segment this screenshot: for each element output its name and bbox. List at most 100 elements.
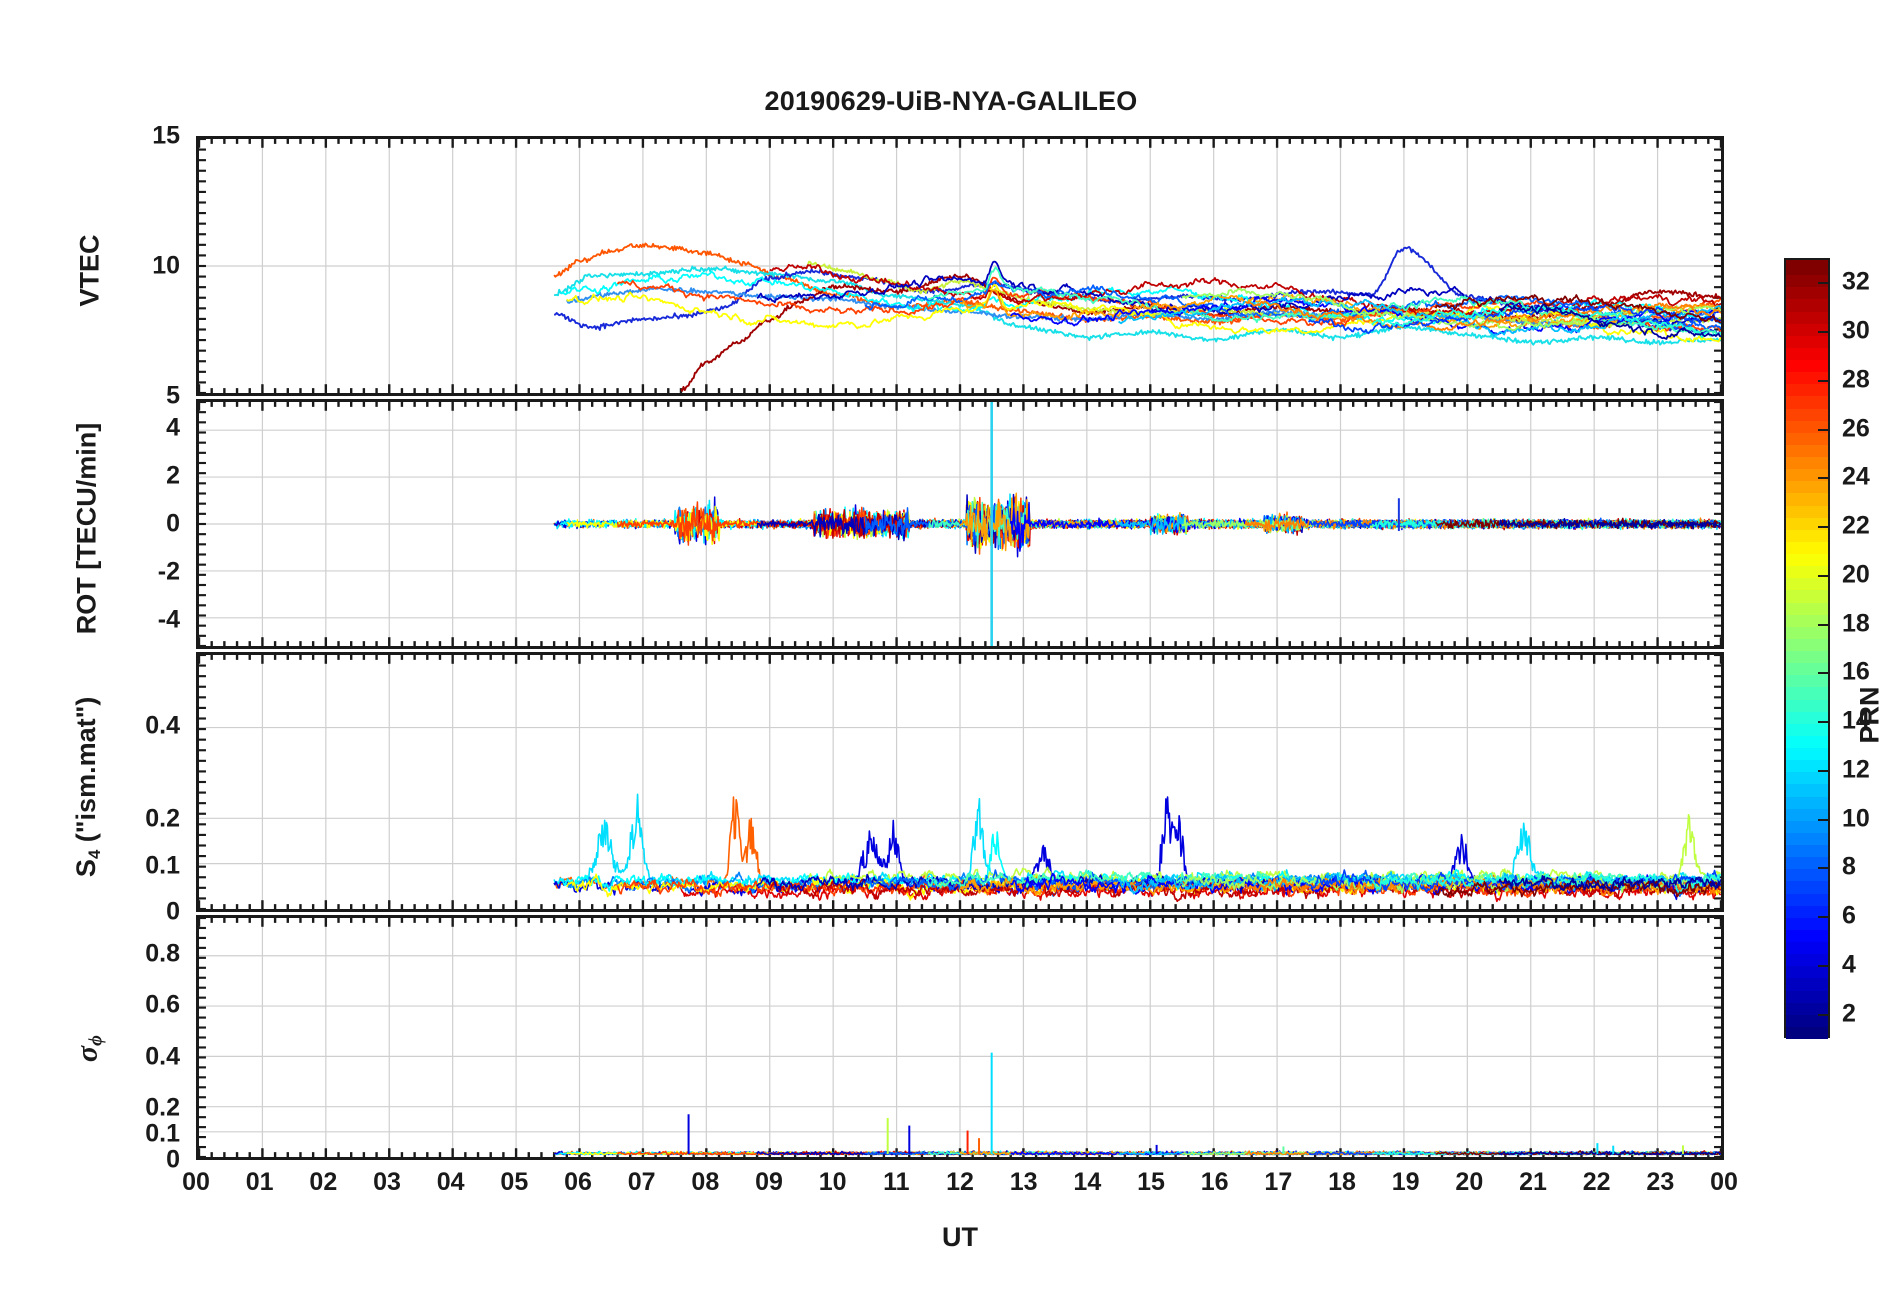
x-tick-label: 05 xyxy=(500,1168,529,1196)
y-tick-label: 0.8 xyxy=(145,939,180,968)
x-tick-label: 07 xyxy=(627,1168,656,1196)
x-tick-label: 15 xyxy=(1137,1168,1165,1196)
prn-colorbar xyxy=(1784,258,1830,1040)
x-tick-label: 04 xyxy=(436,1168,465,1196)
colorbar-tick-mark xyxy=(1818,916,1830,919)
colorbar-segment xyxy=(1786,696,1828,712)
colorbar-segment xyxy=(1786,454,1828,470)
colorbar-tick-mark xyxy=(1818,526,1830,529)
colorbar-segment xyxy=(1786,490,1828,506)
colorbar-segment xyxy=(1786,757,1828,773)
panel-sigma-phi xyxy=(196,915,1724,1160)
panel-vtec xyxy=(196,136,1724,396)
y-tick-label: 15 xyxy=(152,121,180,150)
x-tick-label: 02 xyxy=(309,1168,338,1196)
x-tick-label: 18 xyxy=(1328,1168,1356,1196)
colorbar-segment xyxy=(1786,963,1828,979)
colorbar-tick-label: 22 xyxy=(1842,511,1870,540)
colorbar-segment xyxy=(1786,914,1828,930)
sigma-glyph: σ xyxy=(70,1045,104,1063)
colorbar-segment xyxy=(1786,405,1828,421)
x-tick-label: 16 xyxy=(1200,1168,1229,1196)
x-tick-label: 03 xyxy=(373,1168,401,1196)
colorbar-segment xyxy=(1786,538,1828,555)
colorbar-tick-mark xyxy=(1818,721,1830,724)
colorbar-segment xyxy=(1786,393,1828,409)
colorbar-segment xyxy=(1786,842,1828,858)
y-tick-label: 0.4 xyxy=(145,1042,180,1071)
x-tick-label: 17 xyxy=(1264,1168,1293,1196)
x-tick-label: 09 xyxy=(755,1168,783,1196)
y-tick-label: 0.1 xyxy=(145,1119,180,1148)
y-tick-label: 0.1 xyxy=(145,851,180,880)
y-tick-label: 0 xyxy=(166,1145,180,1174)
x-tick-label: 01 xyxy=(245,1168,274,1196)
colorbar-tick-mark xyxy=(1818,282,1830,285)
colorbar-segment xyxy=(1786,623,1828,639)
y-tick-label: -2 xyxy=(157,557,180,586)
colorbar-segment xyxy=(1786,817,1828,833)
colorbar-segment xyxy=(1786,1011,1828,1027)
colorbar-tick-label: 26 xyxy=(1842,414,1870,443)
colorbar-segment xyxy=(1786,575,1828,591)
colorbar-segment xyxy=(1786,526,1828,542)
colorbar-tick-mark xyxy=(1818,1013,1830,1016)
x-tick-label: 22 xyxy=(1582,1168,1611,1196)
colorbar-segment xyxy=(1786,999,1828,1015)
colorbar-tick-mark xyxy=(1818,964,1830,967)
colorbar-segment xyxy=(1786,987,1828,1003)
x-tick-label: 13 xyxy=(1009,1168,1038,1196)
colorbar-segment xyxy=(1786,344,1828,361)
s4-label-sub: 4 xyxy=(84,849,104,860)
colorbar-segment xyxy=(1786,926,1828,943)
colorbar-segment xyxy=(1786,551,1828,567)
y-tick-label: 10 xyxy=(152,251,180,280)
colorbar-segment xyxy=(1786,684,1828,700)
colorbar-segment xyxy=(1786,829,1828,846)
y-tick-label: 2 xyxy=(166,461,180,490)
colorbar-tick-label: 20 xyxy=(1842,560,1870,589)
y-tick-label: 0.2 xyxy=(145,1093,180,1122)
colorbar-segment xyxy=(1786,466,1828,482)
colorbar-segment xyxy=(1786,732,1828,749)
x-tick-label: 20 xyxy=(1455,1168,1484,1196)
colorbar-tick-label: 30 xyxy=(1842,316,1870,345)
y-tick-label: 0 xyxy=(166,509,180,538)
panel-rot xyxy=(196,399,1724,649)
x-tick-label: 14 xyxy=(1073,1168,1102,1196)
vtec-plot-area xyxy=(199,139,1721,393)
colorbar-segment xyxy=(1786,975,1828,991)
colorbar-segment xyxy=(1786,332,1828,348)
sigma-phi-ytick-labels: 0 0.1 0.2 0.4 0.6 0.8 xyxy=(118,915,188,1173)
colorbar-tick-label: 28 xyxy=(1842,365,1870,394)
colorbar-segment xyxy=(1786,357,1828,373)
rot-plot-area xyxy=(199,402,1721,646)
vtec-axis-label: VTEC xyxy=(74,234,105,307)
colorbar-segment xyxy=(1786,429,1828,445)
s4-ytick-labels: 0 0.1 0.2 0.4 xyxy=(118,652,188,926)
colorbar-tick-mark xyxy=(1818,623,1830,626)
page-title: 20190629-UiB-NYA-GALILEO xyxy=(764,86,1138,116)
colorbar-segment xyxy=(1786,587,1828,603)
x-tick-label: 12 xyxy=(946,1168,974,1196)
s4-axis-label: S4 ("ism.mat") xyxy=(71,627,105,947)
colorbar-segment xyxy=(1786,417,1828,433)
colorbar-segment xyxy=(1786,563,1828,579)
colorbar-tick-mark xyxy=(1818,428,1830,431)
y-tick-label: 0 xyxy=(166,897,180,926)
colorbar-segment xyxy=(1786,745,1828,761)
colorbar-tick-label: 24 xyxy=(1842,462,1870,491)
colorbar-segment xyxy=(1786,902,1828,918)
colorbar-tick-label: 8 xyxy=(1842,852,1856,881)
colorbar-segment xyxy=(1786,272,1828,288)
x-tick-label: 11 xyxy=(883,1168,910,1196)
colorbar-segment xyxy=(1786,648,1828,664)
colorbar-tick-mark xyxy=(1818,867,1830,870)
colorbar-tick-mark xyxy=(1818,379,1830,382)
phi-glyph: ϕ xyxy=(85,1035,107,1046)
colorbar-tick-mark xyxy=(1818,574,1830,577)
colorbar-tick-label: 18 xyxy=(1842,609,1870,638)
colorbar-segment xyxy=(1786,514,1828,530)
colorbar-tick-label: 6 xyxy=(1842,901,1856,930)
colorbar-segment xyxy=(1786,708,1828,724)
